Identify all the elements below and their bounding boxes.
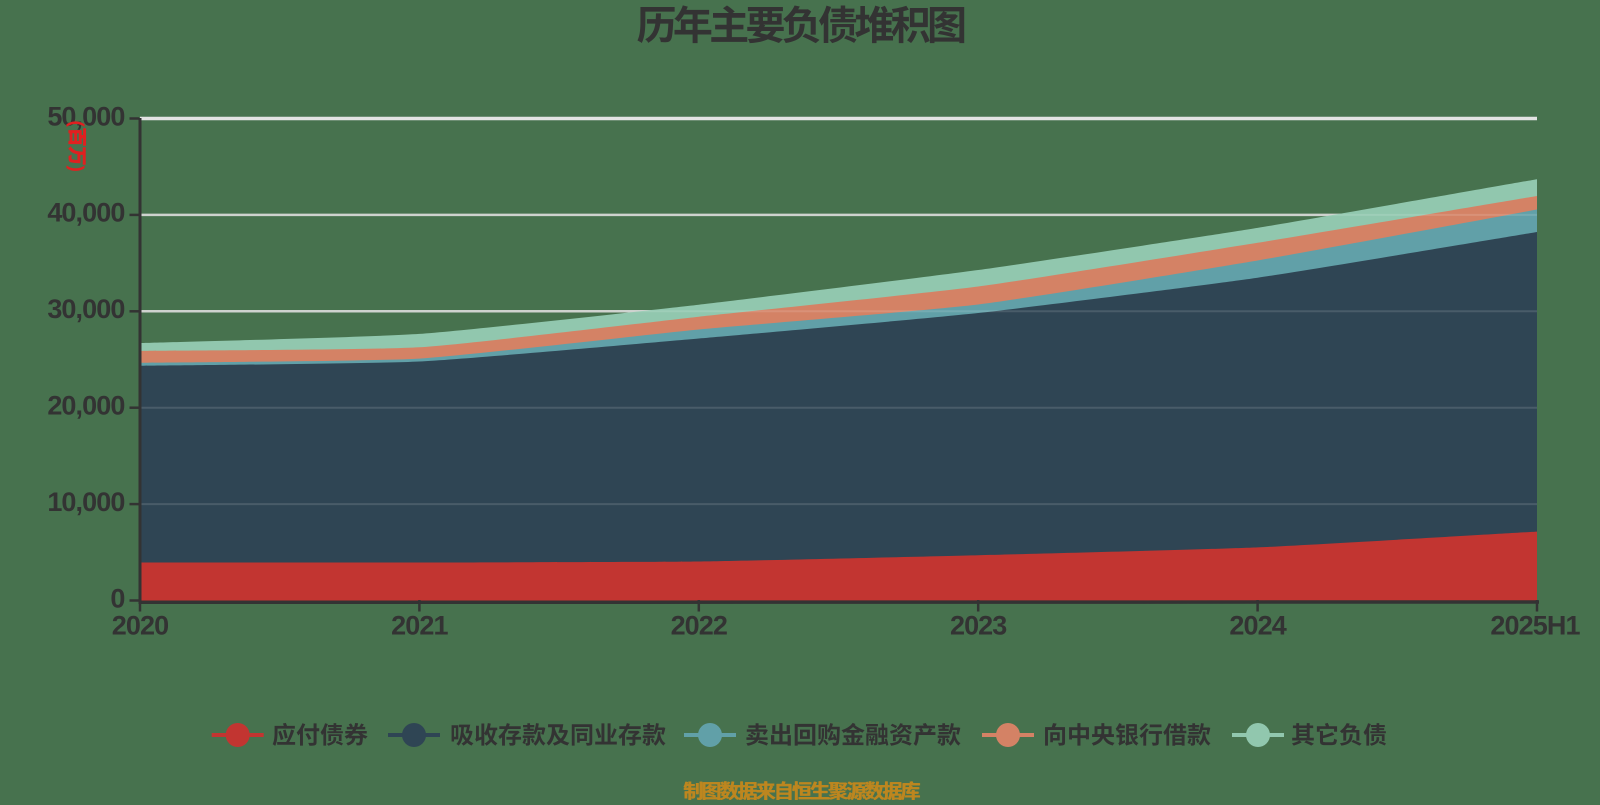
svg-text:): ) xyxy=(66,166,87,172)
svg-text:0: 0 xyxy=(110,583,124,613)
svg-text:2023: 2023 xyxy=(950,611,1007,641)
svg-text:40,000: 40,000 xyxy=(47,198,124,228)
svg-text:20,000: 20,000 xyxy=(47,391,124,421)
svg-text:2020: 2020 xyxy=(112,611,168,641)
svg-text:2025H1: 2025H1 xyxy=(1490,611,1580,641)
svg-text:2022: 2022 xyxy=(671,611,727,641)
svg-text:10,000: 10,000 xyxy=(47,487,124,517)
svg-text:30,000: 30,000 xyxy=(47,294,124,324)
svg-text:2021: 2021 xyxy=(391,611,448,641)
svg-text:2024: 2024 xyxy=(1229,611,1286,641)
svg-text:(: ( xyxy=(66,121,87,128)
